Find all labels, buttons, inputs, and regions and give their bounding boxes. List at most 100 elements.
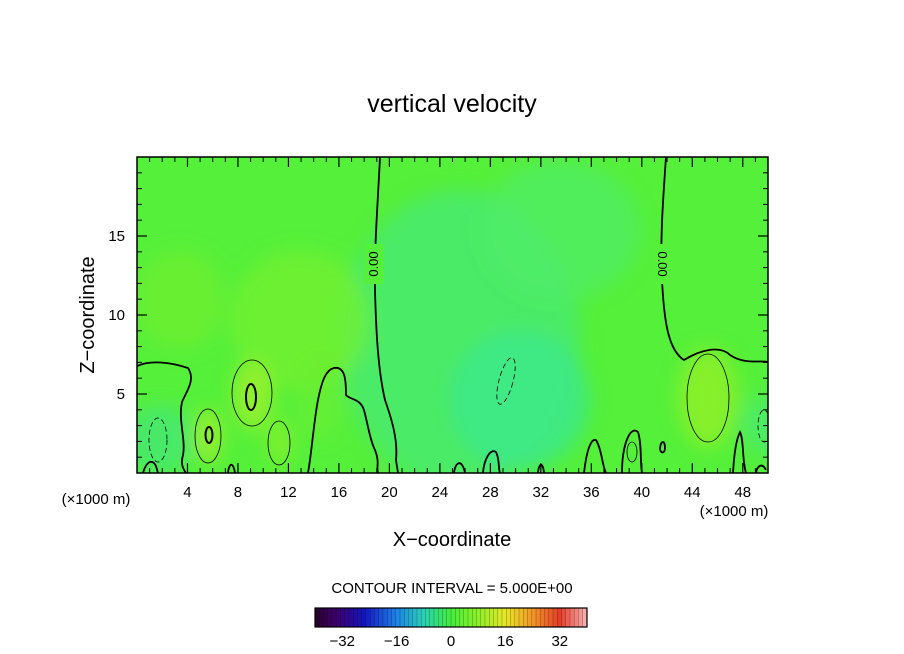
x-tick-label-8: 36	[583, 484, 600, 501]
colorbar-cell	[480, 608, 486, 627]
colorbar-cell	[502, 608, 507, 627]
colorbar-cell	[349, 608, 354, 627]
colorbar-cell	[531, 608, 537, 627]
x-tick-label-5: 24	[432, 484, 449, 501]
colorbar-cell	[565, 608, 571, 627]
colorbar-cell	[540, 608, 545, 627]
colorbar-cell	[476, 608, 482, 627]
contour-zero-left	[373, 157, 399, 473]
x-unit-left: (×1000 m)	[62, 491, 131, 508]
colorbar-tick-label-3: 16	[497, 633, 514, 650]
colorbar-cell	[463, 608, 469, 627]
x-tick-label-6: 28	[482, 484, 499, 501]
x-tick-label-10: 44	[684, 484, 701, 501]
colorbar-cell	[327, 608, 333, 627]
contour-pos10-a	[245, 383, 257, 411]
colorbar-cell	[395, 608, 401, 627]
colorbar-tick-label-2: 0	[447, 633, 455, 650]
colorbar	[315, 608, 588, 627]
contour-pos10-b	[204, 426, 214, 444]
contour-zero-b	[482, 450, 501, 473]
colorbar-cell	[332, 608, 337, 627]
colorbar-cell	[442, 608, 448, 627]
colorbar-cell	[370, 608, 375, 627]
contour-interval-text: CONTOUR INTERVAL = 5.000E+00	[331, 580, 572, 597]
colorbar-cell	[553, 608, 558, 627]
colorbar-tick-label-4: 32	[551, 633, 568, 650]
contour-zero-j	[755, 464, 767, 473]
colorbar-tick-labels: −32 −16 0 16 32	[329, 633, 568, 650]
colorbar-cell	[527, 608, 533, 627]
colorbar-cell	[319, 608, 324, 627]
x-tick-label-1: 8	[234, 484, 242, 501]
y-axis-label: Z−coordinate	[77, 256, 99, 373]
colorbar-cell	[387, 608, 392, 627]
colorbar-cell	[340, 608, 346, 627]
colorbar-cell	[336, 608, 341, 627]
y-tick-label-1: 10	[108, 307, 125, 324]
colorbar-cell	[366, 608, 371, 627]
colorbar-cell	[548, 608, 554, 627]
colorbar-cell	[421, 608, 426, 627]
colorbar-cell	[578, 608, 584, 627]
contour-zero-d	[621, 429, 643, 473]
colorbar-cell	[446, 608, 452, 627]
colorbar-cell	[557, 608, 562, 627]
colorbar-cell	[519, 608, 524, 627]
y-tick-label-2: 15	[108, 228, 125, 245]
x-tick-label-11: 48	[734, 484, 751, 501]
contour-pos5-d	[686, 353, 730, 443]
colorbar-cell	[497, 608, 503, 627]
colorbar-cell	[383, 608, 388, 627]
colorbar-cell	[408, 608, 414, 627]
x-tick-label-0: 4	[183, 484, 191, 501]
colorbar-cell	[400, 608, 405, 627]
contour-label-bg-2	[652, 244, 672, 284]
colorbar-cell	[506, 608, 511, 627]
contour-zero-a	[307, 367, 379, 473]
colorbar-cell	[570, 608, 575, 627]
x-axis-label: X−coordinate	[393, 529, 511, 551]
colorbar-cell	[438, 608, 443, 627]
colorbar-cell	[404, 608, 409, 627]
colorbar-cell	[485, 608, 490, 627]
colorbar-tick-label-0: −32	[329, 633, 354, 650]
contour-pos5-c	[267, 420, 291, 466]
y-tick-label-0: 5	[117, 386, 125, 403]
x-tick-label-2: 12	[280, 484, 297, 501]
contours	[137, 157, 768, 473]
colorbar-cell	[455, 608, 460, 627]
colorbar-cell	[544, 608, 550, 627]
colorbar-cell	[574, 608, 579, 627]
contour-zero-k	[659, 441, 666, 454]
contour-label-2: 0.00	[655, 251, 670, 276]
colorbar-cell	[510, 608, 516, 627]
colorbar-cell	[374, 608, 380, 627]
x-tick-labels: 4 8 12 16 20 24 28 32 36 40 44 48	[183, 484, 751, 501]
colorbar-frame	[314, 607, 588, 628]
x-tick-label-9: 40	[633, 484, 650, 501]
colorbar-tick-label-1: −16	[384, 633, 409, 650]
contour-label-bg-1	[364, 244, 384, 284]
colorbar-cell	[357, 608, 363, 627]
colorbar-cell	[344, 608, 350, 627]
contour-zero-g	[227, 463, 236, 473]
x-tick-label-7: 32	[532, 484, 549, 501]
colorbar-cell	[417, 608, 422, 627]
colorbar-cell	[451, 608, 456, 627]
colorbar-cell	[472, 608, 477, 627]
contour-zero-e	[732, 429, 747, 473]
colorbar-cell	[523, 608, 528, 627]
colorbar-cell	[353, 608, 358, 627]
colorbar-cell	[425, 608, 431, 627]
colorbar-cell	[391, 608, 397, 627]
colorbar-cell	[536, 608, 541, 627]
contour-zero-right	[660, 157, 768, 363]
contour-pos5-a	[231, 359, 273, 427]
contour-neg5-c	[757, 409, 768, 443]
field-shading	[137, 160, 768, 473]
colorbar-cell	[378, 608, 384, 627]
colorbar-cell	[323, 608, 329, 627]
contour-zero-i	[453, 462, 466, 473]
